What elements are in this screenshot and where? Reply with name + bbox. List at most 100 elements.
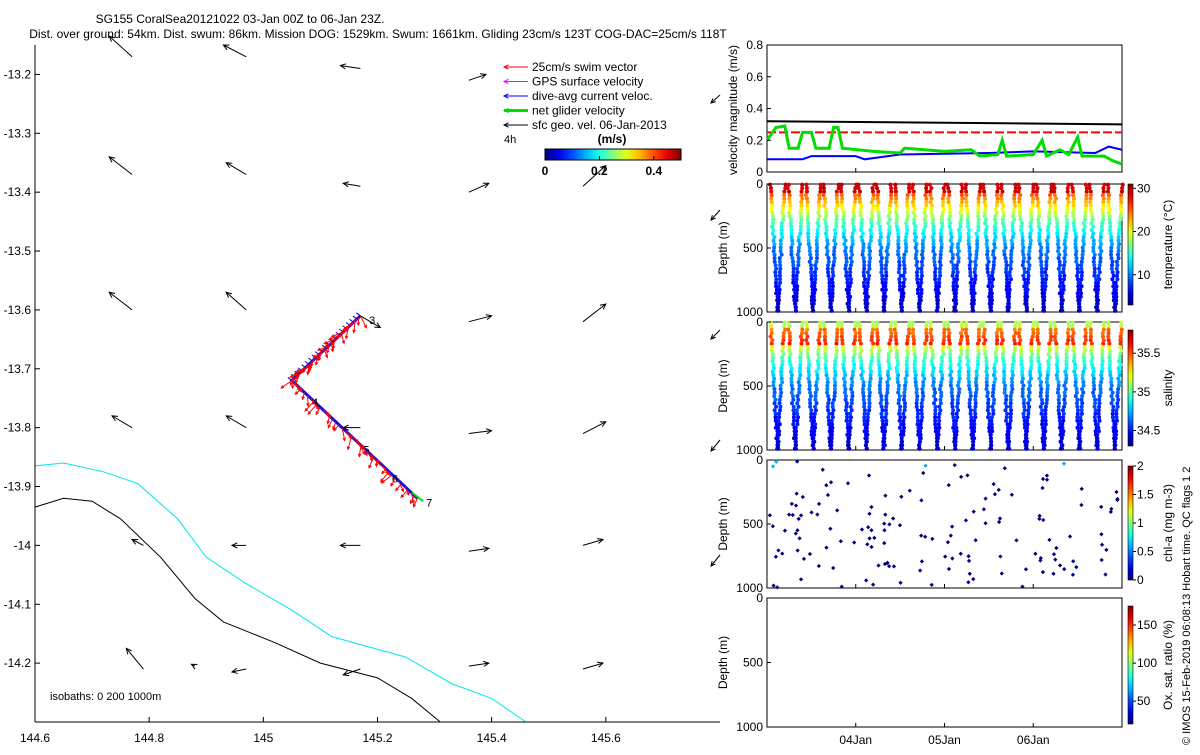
salinity-sample-point [1035,335,1039,339]
salinity-sample-point [974,380,978,384]
salinity-sample-point [913,363,917,367]
salinity-sample-point [1055,345,1059,349]
salinity-sample-point [1019,352,1023,356]
temperature-sample-point [773,260,777,264]
salinity-sample-point [1049,335,1053,339]
salinity-sample-point [1035,321,1039,325]
temperature-sample-point [1095,305,1099,309]
salinity-sample-point [1096,447,1100,451]
temperature-sample-point [954,295,958,299]
salinity-sample-point [884,398,888,402]
temperature-sample-point [805,204,809,208]
salinity-sample-point [1096,422,1100,426]
temperature-sample-point [895,214,899,218]
temperature-sample-point [938,267,942,271]
temperature-sample-point [896,242,900,246]
salinity-sample-point [797,377,801,381]
salinity-sample-point [894,324,898,328]
temperature-sample-point [844,256,848,260]
temperature-sample-point [1089,190,1093,194]
temperature-sample-point [889,190,893,194]
temperature-sample-point [1026,281,1030,285]
salinity-sample-point [1060,447,1064,451]
salinity-sample-point [1066,338,1070,342]
temperature-sample-point [1017,183,1021,187]
salinity-sample-point [1085,321,1089,325]
salinity-sample-point [833,377,837,381]
temperature-sample-point [795,274,799,278]
temperature-sample-point [1114,291,1118,295]
temperature-sample-point [1107,193,1111,197]
temperature-sample-point [824,207,828,211]
temperature-sample-point [991,249,995,253]
temperature-sample-point [894,200,898,204]
salinity-sample-point [786,321,790,325]
salinity-sample-point [807,380,811,384]
temperature-sample-point [847,288,851,292]
salinity-sample-point [1081,391,1085,395]
temperature-sample-point [975,246,979,250]
salinity-sample-point [1009,398,1013,402]
temperature-sample-point [880,256,884,260]
temperature-sample-point [835,193,839,197]
salinity-sample-point [1060,436,1064,440]
temperature-sample-point [996,197,1000,201]
temperature-sample-point [940,221,944,225]
salinity-sample-point [965,321,969,325]
salinity-sample-point [1107,345,1111,349]
salinity-sample-point [1080,408,1084,412]
salinity-sample-point [1100,366,1104,370]
salinity-sample-point [826,408,830,412]
temperature-sample-point [1120,186,1124,190]
salinity-sample-point [1093,401,1097,405]
temperature-sample-point [990,274,994,278]
temperature-sample-point [1078,309,1082,313]
temperature-sample-point [1055,232,1059,236]
salinity-sample-point [1045,377,1049,381]
salinity-sample-point [780,377,784,381]
salinity-sample-point [1030,352,1034,356]
salinity-sample-point [959,331,963,335]
salinity-sample-point [772,366,776,370]
salinity-sample-point [1064,352,1068,356]
temperature-sample-point [1000,183,1004,187]
salinity-sample-point [983,328,987,332]
map-y-tick-label: -14.2 [4,656,32,670]
temperature-sample-point [845,281,849,285]
temperature-sample-point [884,277,888,281]
temperature-sample-point [941,200,945,204]
temperature-sample-point [827,260,831,264]
salinity-sample-point [850,408,854,412]
salinity-sample-point [903,401,907,405]
salinity-sample-point [913,377,917,381]
temperature-sample-point [1011,214,1015,218]
temperature-sample-point [1116,270,1120,274]
salinity-sample-point [940,377,944,381]
temperature-sample-point [883,298,887,302]
temperature-sample-point [851,221,855,225]
salinity-sample-point [946,324,950,328]
temperature-sample-point [1013,200,1017,204]
temperature-sample-point [1089,193,1093,197]
temperature-sample-point [967,246,971,250]
temperature-sample-point [956,260,960,264]
temperature-sample-point [791,270,795,274]
salinity-sample-point [875,331,879,335]
map-y-tick-label: -13.3 [4,126,32,140]
temperature-sample-point [794,305,798,309]
temperature-sample-point [1098,246,1102,250]
salinity-sample-point [883,429,887,433]
temperature-sample-point [1074,260,1078,264]
salinity-sample-point [905,349,909,353]
temperature-sample-point [789,225,793,229]
salinity-sample-point [878,387,882,391]
temperature-sample-point [1065,204,1069,208]
salinity-sample-point [1081,377,1085,381]
salinity-sample-point [819,328,823,332]
salinity-sample-point [991,408,995,412]
temperature-sample-point [1079,291,1083,295]
temperature-sample-point [1001,232,1005,236]
salinity-sample-point [877,345,881,349]
salinity-sample-point [896,380,900,384]
salinity-sample-point [1008,426,1012,430]
